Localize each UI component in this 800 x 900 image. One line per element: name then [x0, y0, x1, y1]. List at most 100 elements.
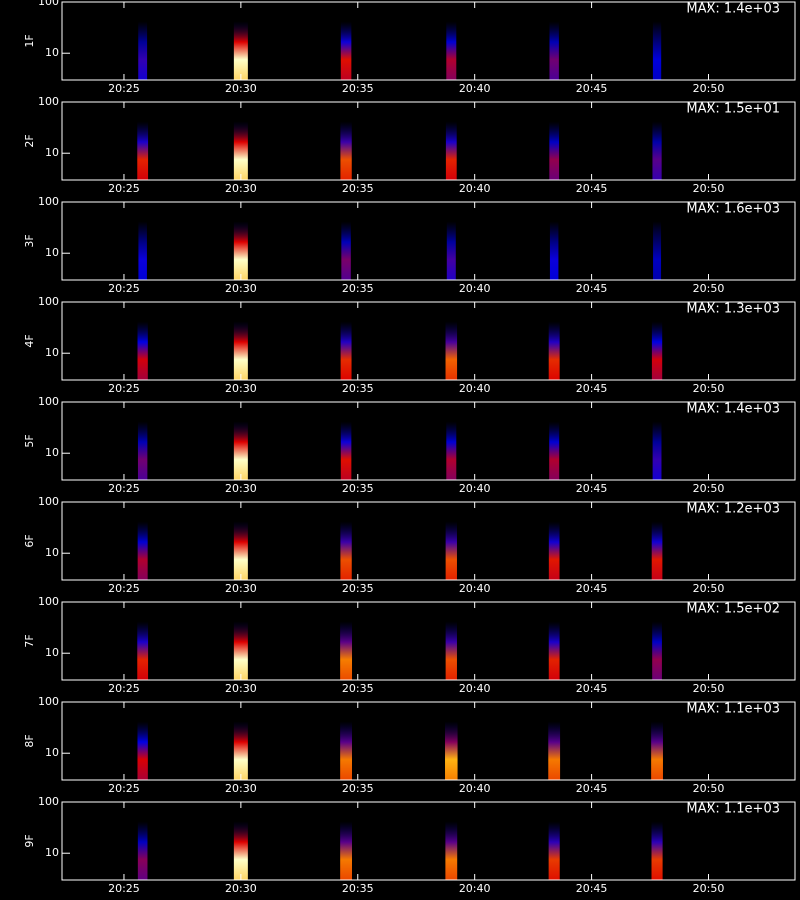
x-tick-label: 20:30 [225, 282, 257, 295]
x-tick-label: 20:40 [459, 282, 491, 295]
burst [549, 421, 560, 480]
burst [549, 21, 559, 80]
plot-frame [61, 401, 796, 481]
plot-frame [61, 601, 796, 681]
x-tick-label: 20:25 [108, 182, 140, 195]
x-tick-label: 20:30 [225, 82, 257, 95]
x-tick-label: 20:45 [576, 882, 608, 895]
x-tick-label: 20:45 [576, 682, 608, 695]
max-label: MAX: 1.4e+03 [686, 2, 780, 17]
burst [445, 621, 457, 680]
y-tick-label: 100 [38, 95, 59, 108]
burst [651, 821, 663, 880]
max-label: MAX: 1.6e+03 [686, 202, 780, 217]
burst [233, 721, 248, 780]
burst [446, 21, 457, 80]
burst [137, 521, 148, 580]
x-tick-label: 20:50 [693, 82, 725, 95]
x-tick-label: 20:25 [108, 482, 140, 495]
burst [233, 421, 248, 480]
burst [340, 621, 353, 680]
burst [445, 321, 458, 380]
y-tick-label: 10 [45, 846, 59, 859]
x-tick-label: 20:25 [108, 582, 140, 595]
x-tick-label: 20:45 [576, 582, 608, 595]
y-axis-label: 4F [23, 334, 36, 347]
burst [445, 821, 458, 880]
burst [233, 321, 248, 380]
x-tick-label: 20:30 [225, 682, 257, 695]
x-tick-label: 20:40 [459, 782, 491, 795]
x-tick-label: 20:30 [225, 582, 257, 595]
x-tick-label: 20:25 [108, 282, 140, 295]
x-tick-label: 20:30 [225, 882, 257, 895]
x-tick-label: 20:45 [576, 782, 608, 795]
plot-frame [61, 201, 796, 281]
y-tick-label: 100 [38, 0, 59, 8]
burst [233, 221, 248, 280]
burst [548, 521, 560, 580]
burst [651, 721, 663, 780]
max-label: MAX: 1.5e+01 [686, 102, 780, 117]
x-tick-label: 20:25 [108, 782, 140, 795]
burst [651, 521, 663, 580]
x-tick-label: 20:50 [693, 182, 725, 195]
plot-frame [61, 1, 796, 81]
burst [137, 821, 148, 880]
burst [233, 21, 248, 80]
x-tick-label: 20:25 [108, 382, 140, 395]
burst [548, 721, 561, 780]
x-tick-label: 20:30 [225, 782, 257, 795]
burst [138, 21, 148, 80]
x-tick-label: 20:25 [108, 682, 140, 695]
burst [233, 521, 248, 580]
max-label: MAX: 1.2e+03 [686, 502, 780, 517]
burst [137, 721, 148, 780]
y-tick-label: 10 [45, 146, 59, 159]
y-tick-label: 10 [45, 746, 59, 759]
burst [445, 121, 457, 180]
y-axis-label: 1F [23, 34, 36, 47]
y-tick-label: 10 [45, 246, 59, 259]
max-label: MAX: 1.4e+03 [686, 402, 780, 417]
y-tick-label: 100 [38, 795, 59, 808]
y-axis-label: 2F [23, 134, 36, 147]
x-tick-label: 20:35 [342, 182, 374, 195]
x-tick-label: 20:50 [693, 382, 725, 395]
y-axis-label: 3F [23, 234, 36, 247]
x-tick-label: 20:45 [576, 282, 608, 295]
burst [233, 821, 248, 880]
x-tick-label: 20:35 [342, 382, 374, 395]
y-tick-label: 100 [38, 395, 59, 408]
y-tick-label: 100 [38, 595, 59, 608]
x-tick-label: 20:50 [693, 282, 725, 295]
x-tick-label: 20:45 [576, 482, 608, 495]
y-tick-label: 10 [45, 446, 59, 459]
burst [340, 121, 352, 180]
y-tick-label: 10 [45, 646, 59, 659]
burst [652, 21, 662, 80]
burst [340, 321, 352, 380]
burst [446, 421, 457, 480]
x-tick-label: 20:50 [693, 582, 725, 595]
x-tick-label: 20:50 [693, 482, 725, 495]
x-tick-label: 20:35 [342, 82, 374, 95]
burst [445, 521, 457, 580]
x-tick-label: 20:45 [576, 382, 608, 395]
x-tick-label: 20:35 [342, 282, 374, 295]
x-tick-label: 20:40 [459, 582, 491, 595]
burst [548, 821, 560, 880]
x-tick-label: 20:25 [108, 82, 140, 95]
x-tick-label: 20:45 [576, 82, 608, 95]
burst [340, 821, 352, 880]
y-tick-label: 100 [38, 695, 59, 708]
burst [137, 321, 148, 380]
x-tick-label: 20:40 [459, 82, 491, 95]
y-tick-label: 10 [45, 346, 59, 359]
burst [652, 621, 662, 680]
burst [340, 721, 352, 780]
x-tick-label: 20:25 [108, 882, 140, 895]
y-axis-label: 6F [23, 534, 36, 547]
